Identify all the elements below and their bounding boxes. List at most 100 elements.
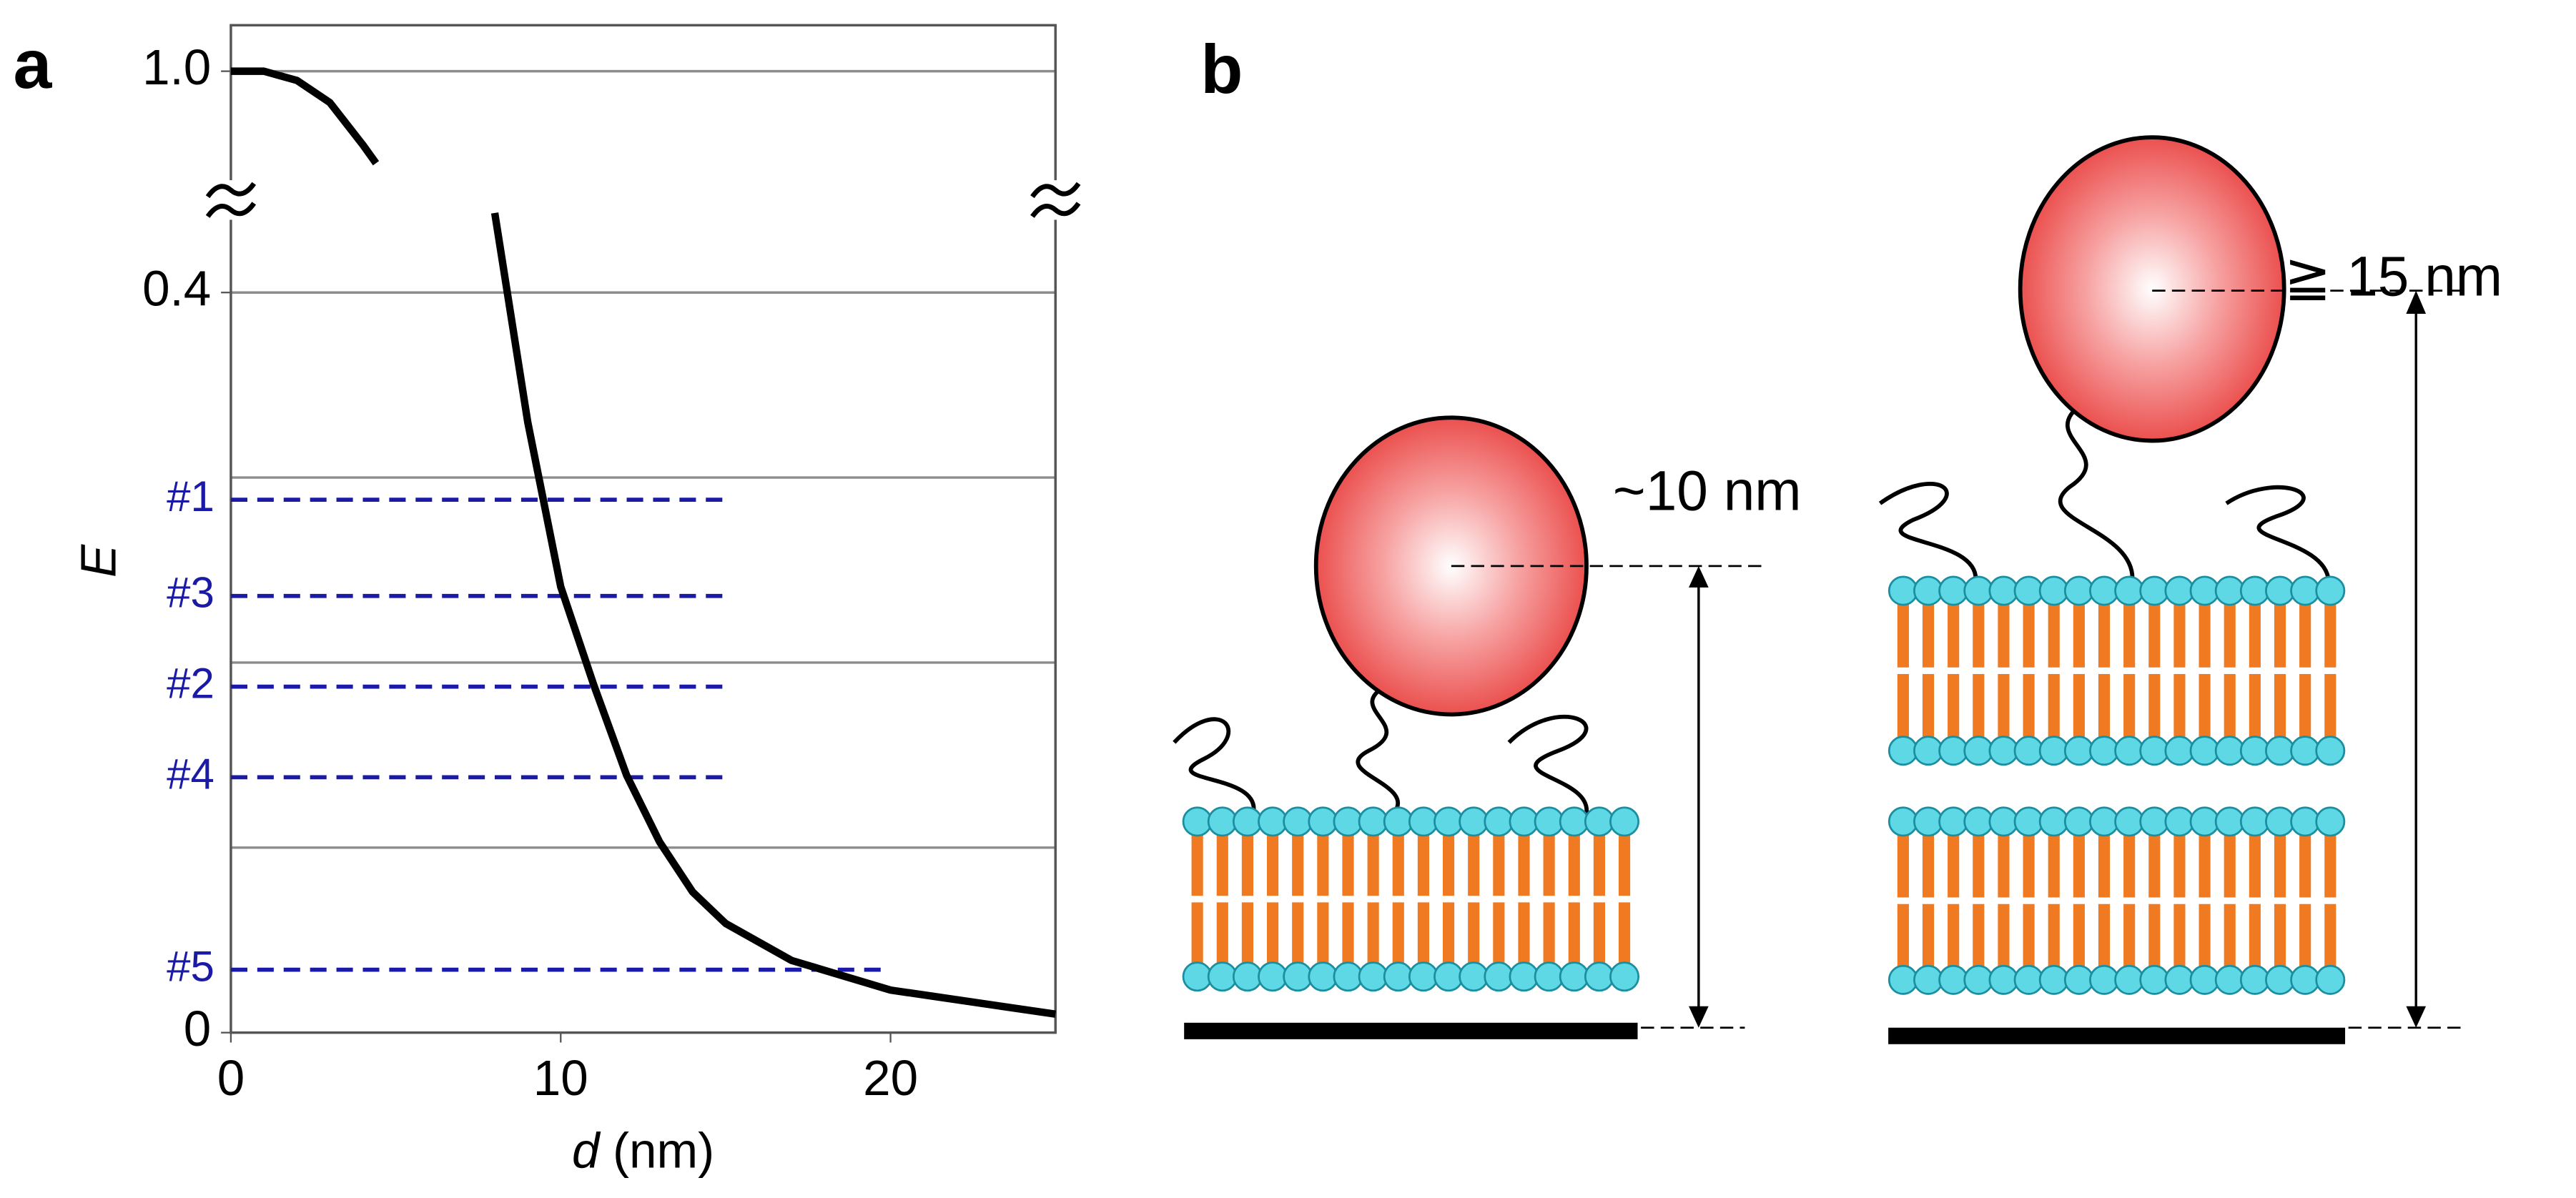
axis-break	[1030, 202, 1081, 218]
axis-break	[1030, 182, 1081, 199]
lipid-tail	[1897, 904, 1909, 969]
lipid-head	[1232, 961, 1263, 992]
lipid-head	[2139, 575, 2170, 606]
lipid-head	[1938, 736, 1969, 766]
lipid-head	[2139, 736, 2170, 766]
lipid-tail	[1342, 833, 1354, 896]
lipid-tail	[1568, 902, 1580, 966]
substrate	[1184, 1022, 1638, 1039]
lipid-head	[2239, 964, 2270, 995]
lipid-head	[2114, 964, 2145, 995]
lipid-head	[2265, 575, 2296, 606]
lipid-head	[2265, 964, 2296, 995]
lipid-head	[1283, 961, 1313, 992]
lipid-tail	[2299, 904, 2311, 969]
lipid-tail	[1216, 833, 1228, 896]
lipid-tail	[1922, 602, 1935, 668]
lipid-tail	[2048, 904, 2060, 969]
lipid-tail	[2073, 904, 2085, 969]
lipid-tail	[2148, 602, 2161, 668]
lipid-tail	[1266, 833, 1279, 896]
lipid-tail	[1292, 902, 1304, 966]
lipid-head	[1609, 806, 1640, 837]
lipid-head	[1182, 806, 1213, 837]
panel-label: b	[1200, 30, 1243, 108]
lipid-head	[2164, 806, 2195, 837]
lipid-tail	[1241, 833, 1253, 896]
lipid-tail	[1998, 833, 2010, 898]
lipid-head	[1887, 575, 1918, 606]
lipid-tail	[1292, 833, 1304, 896]
lipid-head	[2089, 964, 2120, 995]
lipid-tail	[2023, 833, 2035, 898]
lipid-head	[2189, 575, 2220, 606]
lipid-tail	[1417, 902, 1429, 966]
lipid-head	[1358, 961, 1388, 992]
lipid-head	[2214, 736, 2245, 766]
lipid-head	[1963, 575, 1994, 606]
lipid-head	[2013, 736, 2044, 766]
lipid-tail	[2098, 904, 2111, 969]
lipid-head	[1938, 964, 1969, 995]
lipid-tail	[2249, 602, 2261, 668]
level-label: #1	[167, 472, 214, 520]
lipid-head	[2214, 575, 2245, 606]
lipid-tail	[1618, 902, 1631, 966]
lipid-tail	[1342, 902, 1354, 966]
lipid-tail	[1468, 833, 1480, 896]
lipid-head	[2063, 736, 2094, 766]
lipid-tail	[1618, 833, 1631, 896]
lipid-tail	[1973, 833, 1985, 898]
lipid-tail	[2148, 904, 2161, 969]
lipid-tail	[2173, 833, 2186, 898]
lipid-head	[2265, 806, 2296, 837]
lipid-head	[2315, 575, 2346, 606]
lipid-tail	[2299, 602, 2311, 668]
lipid-head	[2114, 806, 2145, 837]
lipid-tail	[1593, 833, 1605, 896]
lipid-head	[2038, 736, 2069, 766]
lipid-head	[1534, 806, 1564, 837]
lipid-tail	[2048, 673, 2060, 740]
lipid-head	[2189, 806, 2220, 837]
lipid-head	[2290, 806, 2321, 837]
lipid-head	[1584, 806, 1614, 837]
chart: 0 0.4 1.0 0 10 20 Ed (nm) #1 #3 #2 #4 #5	[70, 24, 1081, 1179]
panel-label: a	[13, 25, 52, 103]
lipid-head	[2189, 736, 2220, 766]
level-label: #2	[167, 659, 214, 707]
lipid-tail	[1998, 904, 2010, 969]
lipid-tail	[2023, 673, 2035, 740]
lipid-tail	[2073, 602, 2085, 668]
lipid-tail	[2224, 602, 2236, 668]
lipid-tail	[1998, 602, 2010, 668]
lipid-head	[1534, 961, 1564, 992]
lipid-head	[2239, 736, 2270, 766]
lipid-tail	[2274, 904, 2286, 969]
lipid-head	[1383, 806, 1413, 837]
lipid-head	[1938, 806, 1969, 837]
lipid-head	[2164, 964, 2195, 995]
lipid-head	[2038, 806, 2069, 837]
lipid-head	[2013, 964, 2044, 995]
lipid-tail	[1973, 602, 1985, 668]
lipid-tail	[1317, 833, 1329, 896]
lipid-head	[1283, 806, 1313, 837]
lipid-head	[1887, 964, 1918, 995]
lipid-tail	[2199, 833, 2211, 898]
lipid-head	[1559, 961, 1589, 992]
lipid-head	[2063, 575, 2094, 606]
lipid-tail	[2173, 673, 2186, 740]
lipid-head	[1207, 961, 1238, 992]
lipid-tail	[2098, 602, 2111, 668]
lipid-head	[2214, 964, 2245, 995]
lipid-tail	[1442, 902, 1455, 966]
lipid-head	[1333, 806, 1363, 837]
lipid-tail	[2173, 904, 2186, 969]
lipid-tail	[1493, 902, 1505, 966]
lipid-head	[2063, 964, 2094, 995]
lipid-tail	[1241, 902, 1253, 966]
lipid-tail	[2123, 602, 2136, 668]
lipid-head	[1988, 736, 2019, 766]
lipid-tail	[1897, 602, 1909, 668]
